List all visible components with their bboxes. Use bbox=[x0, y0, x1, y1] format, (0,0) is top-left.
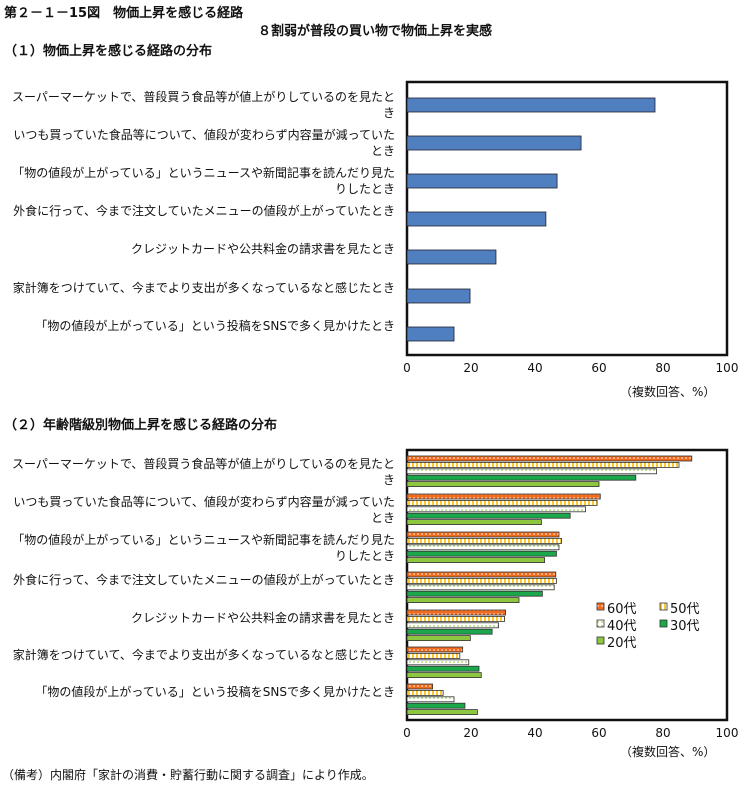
x-tick-label: 20 bbox=[463, 361, 479, 375]
bar bbox=[406, 173, 558, 189]
bar-40代 bbox=[406, 696, 455, 703]
chart1-title: （１）物価上昇を感じる経路の分布 bbox=[4, 44, 213, 59]
legend-label: 40代 bbox=[607, 619, 637, 634]
bar-40代 bbox=[406, 468, 658, 475]
bar-60代 bbox=[406, 609, 506, 616]
category-label: スーパーマーケットで、普段買う食品等が値上がりしているのを見たとき bbox=[11, 90, 395, 120]
bar-40代 bbox=[406, 622, 499, 629]
legend-swatch bbox=[659, 602, 668, 611]
category-label: クレジットカードや公共料金の請求書を見たとき bbox=[130, 242, 395, 256]
category-label: 「物の値段が上がっている」という投稿をSNSで多く見かけたとき bbox=[35, 685, 395, 699]
legend-label: 30代 bbox=[670, 619, 700, 634]
category-label: 家計簿をつけていて、今までより支出が多くなっているなと感じたとき bbox=[12, 648, 395, 662]
bar-20代 bbox=[406, 635, 471, 641]
x-tick-label: 40 bbox=[527, 726, 543, 740]
bar-20代 bbox=[406, 672, 482, 678]
x-tick-label: 40 bbox=[527, 361, 543, 375]
bar-60代 bbox=[406, 493, 601, 500]
bar-60代 bbox=[406, 531, 560, 538]
legend-label: 20代 bbox=[607, 636, 637, 651]
category-label: いつも買っていた食品等について、値段が変わらず内容量が減っていたとき bbox=[13, 128, 395, 158]
legend-swatch bbox=[596, 602, 605, 611]
category-label: いつも買っていた食品等について、値段が変わらず内容量が減っていたとき bbox=[13, 495, 395, 525]
chart2-title: （２）年齢階級別物価上昇を感じる経路の分布 bbox=[4, 418, 278, 433]
bar bbox=[406, 326, 455, 342]
x-tick-label: 60 bbox=[591, 726, 607, 740]
bar-60代 bbox=[406, 571, 557, 578]
bar bbox=[406, 135, 582, 151]
footnote: （備考）内閣府「家計の消費・貯蓄行動に関する調査」により作成。 bbox=[2, 768, 374, 782]
legend-label: 50代 bbox=[670, 602, 700, 617]
chart1-xlabel: （複数回答、%） bbox=[620, 385, 716, 399]
bar-30代 bbox=[406, 628, 493, 635]
bar-50代 bbox=[406, 616, 505, 622]
x-tick-label: 80 bbox=[655, 361, 671, 375]
category-label: 「物の値段が上がっている」というニュースや新聞記事を読んだり見たりしたとき bbox=[12, 166, 395, 196]
bar-40代 bbox=[406, 506, 586, 513]
bar-20代 bbox=[406, 709, 478, 715]
category-label: クレジットカードや公共料金の請求書を見たとき bbox=[130, 611, 395, 625]
x-tick-label: 0 bbox=[403, 361, 411, 375]
bar-20代 bbox=[406, 597, 520, 603]
x-tick-label: 100 bbox=[715, 726, 739, 740]
bar-30代 bbox=[406, 590, 543, 597]
bar-50代 bbox=[406, 499, 598, 506]
bar-60代 bbox=[406, 683, 434, 690]
bar-30代 bbox=[406, 474, 637, 481]
bar-60代 bbox=[406, 455, 693, 462]
bar-30代 bbox=[406, 665, 480, 672]
bar bbox=[406, 249, 497, 265]
category-label: スーパーマーケットで、普段買う食品等が値上がりしているのを見たとき bbox=[11, 457, 395, 487]
bar-20代 bbox=[406, 557, 546, 563]
bar-50代 bbox=[406, 690, 444, 696]
x-tick-label: 100 bbox=[715, 361, 739, 375]
bar-50代 bbox=[406, 653, 461, 659]
bar-40代 bbox=[406, 544, 560, 551]
bar bbox=[406, 211, 547, 227]
category-label: 外食に行って、今まで注文していたメニューの値段が上がっていたとき bbox=[13, 573, 395, 587]
bar-30代 bbox=[406, 512, 571, 519]
x-tick-label: 20 bbox=[463, 726, 479, 740]
chart2-xlabel: （複数回答、%） bbox=[620, 745, 716, 759]
bar-20代 bbox=[406, 519, 542, 525]
category-label: 「物の値段が上がっている」という投稿をSNSで多く見かけたとき bbox=[35, 319, 395, 333]
legend-swatch bbox=[596, 636, 605, 645]
x-tick-label: 0 bbox=[403, 726, 411, 740]
bar-20代 bbox=[406, 481, 600, 488]
bar-50代 bbox=[406, 578, 557, 584]
x-tick-label: 80 bbox=[655, 726, 671, 740]
bar bbox=[406, 288, 471, 304]
category-label: 家計簿をつけていて、今までより支出が多くなっているなと感じたとき bbox=[12, 281, 395, 295]
legend-swatch bbox=[596, 619, 605, 628]
bar-30代 bbox=[406, 702, 466, 709]
bar-40代 bbox=[406, 584, 555, 591]
legend-label: 60代 bbox=[607, 602, 637, 617]
bar-40代 bbox=[406, 659, 470, 666]
bar-50代 bbox=[406, 538, 562, 544]
figure-subtitle: ８割弱が普段の買い物で物価上昇を実感 bbox=[258, 24, 493, 39]
category-label: 外食に行って、今まで注文していたメニューの値段が上がっていたとき bbox=[13, 204, 395, 218]
bar-30代 bbox=[406, 550, 557, 557]
bar-60代 bbox=[406, 646, 464, 653]
x-tick-label: 60 bbox=[591, 361, 607, 375]
legend-swatch bbox=[659, 619, 668, 628]
figure-title: 第２－１－15図 物価上昇を感じる経路 bbox=[4, 6, 244, 21]
bar bbox=[406, 97, 656, 113]
category-label: 「物の値段が上がっている」というニュースや新聞記事を読んだり見たりしたとき bbox=[12, 533, 395, 563]
bar-50代 bbox=[406, 461, 680, 468]
